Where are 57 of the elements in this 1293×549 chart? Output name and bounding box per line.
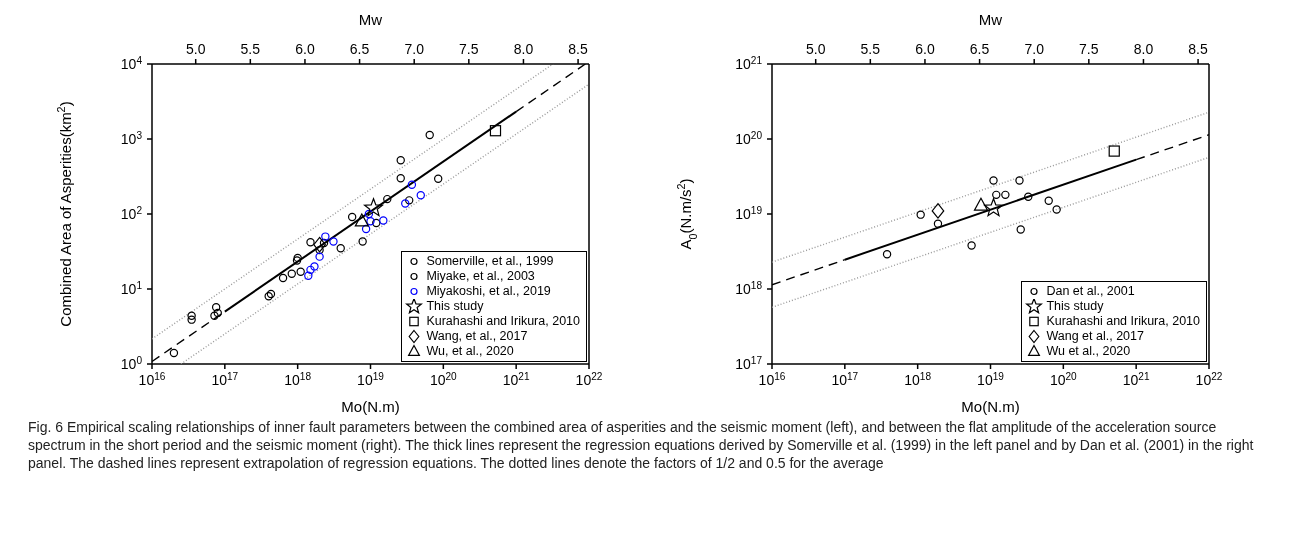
x-tick-label: 10$^{16}$ <box>138 370 166 388</box>
x-tick-label: 10$^{22}$ <box>575 370 603 388</box>
y-tick-label: 10$^{18}$ <box>735 279 763 297</box>
y-tick-label: 10$^{4}$ <box>120 54 143 72</box>
x2-tick-label: 8.0 <box>513 41 534 57</box>
x-tick-label: 10$^{17}$ <box>211 370 239 388</box>
x2-axis-title: Mw <box>358 10 383 28</box>
x-tick-label: 10$^{20}$ <box>1049 370 1078 388</box>
y-tick-label: 10$^{19}$ <box>735 204 763 222</box>
x-axis-title: Mo(N.m) <box>961 398 1020 415</box>
x-tick-label: 10$^{21}$ <box>502 370 530 388</box>
x2-axis-title: Mw <box>978 10 1003 28</box>
y-tick-label: 10$^{3}$ <box>120 129 143 147</box>
x2-tick-label: 7.5 <box>1079 41 1099 57</box>
y-tick-label: 10$^{2}$ <box>120 204 143 222</box>
x-tick-label: 10$^{18}$ <box>284 370 312 388</box>
x-axis-title: Mo(N.m) <box>341 398 400 415</box>
legend-label: Wang, et al., 2017 <box>426 329 528 344</box>
x-tick-label: 10$^{20}$ <box>429 370 458 388</box>
x2-tick-label: 6.0 <box>915 41 935 57</box>
legend-label: This study <box>426 299 484 314</box>
x2-tick-label: 7.5 <box>459 41 479 57</box>
x2-tick-label: 7.0 <box>1024 41 1045 57</box>
x2-tick-label: 5.0 <box>185 41 206 57</box>
legend-label: Miyake, et al., 2003 <box>426 269 535 284</box>
x2-tick-label: 6.5 <box>349 41 370 57</box>
x-tick-label: 10$^{16}$ <box>758 370 786 388</box>
x2-tick-label: 6.5 <box>969 41 990 57</box>
legend-label: Miyakoshi, et al., 2019 <box>426 284 551 299</box>
x2-tick-label: 5.5 <box>240 41 261 57</box>
y-tick-label: 10$^{20}$ <box>735 129 763 147</box>
y-tick-label: 10$^{0}$ <box>120 354 143 372</box>
x-tick-label: 10$^{19}$ <box>357 370 385 388</box>
y-tick-label: 10$^{1}$ <box>120 279 143 297</box>
legend-label: Kurahashi and Irikura, 2010 <box>1046 314 1200 329</box>
x2-tick-label: 5.5 <box>860 41 881 57</box>
x-tick-label: 10$^{18}$ <box>904 370 932 388</box>
x-tick-label: 10$^{21}$ <box>1122 370 1150 388</box>
y-tick-label: 10$^{21}$ <box>735 54 763 72</box>
x2-tick-label: 8.5 <box>1188 41 1209 57</box>
legend-label: Somerville, et al., 1999 <box>426 254 554 269</box>
x2-tick-label: 5.0 <box>805 41 826 57</box>
caption: Fig. 6 Empirical scaling relationships of inner fault parameters between the combined area of asperities and the seismic moment (left), and between the flat amplitude of the acceleration source spectrum in the short period and the seismic moment (right). The thick lines represent the regression equations derived by Somerville et al. (1999) in the left panel and by Dan et al. (2001) in the right panel. The dashed lines represent extrapolation of regression equations. The dotted lines denote the factors of 1/2 and 0.5 for the average <box>27 418 1255 472</box>
x2-tick-label: 6.0 <box>295 41 315 57</box>
x2-tick-label: 8.5 <box>568 41 589 57</box>
x-tick-label: 10$^{22}$ <box>1195 370 1223 388</box>
legend-label: Wu, et al., 2020 <box>426 344 514 359</box>
x2-tick-label: 7.0 <box>404 41 425 57</box>
y-tick-label: 10$^{17}$ <box>735 354 763 372</box>
legend-label: Wu et al., 2020 <box>1046 344 1131 359</box>
x-tick-label: 10$^{17}$ <box>831 370 859 388</box>
legend-label: Dan et al., 2001 <box>1046 284 1135 299</box>
legend-label: Wang et al., 2017 <box>1046 329 1144 344</box>
legend-label: Kurahashi and Irikura, 2010 <box>426 314 580 329</box>
legend-label: This study <box>1046 299 1104 314</box>
x2-tick-label: 8.0 <box>1133 41 1154 57</box>
x-tick-label: 10$^{19}$ <box>977 370 1005 388</box>
